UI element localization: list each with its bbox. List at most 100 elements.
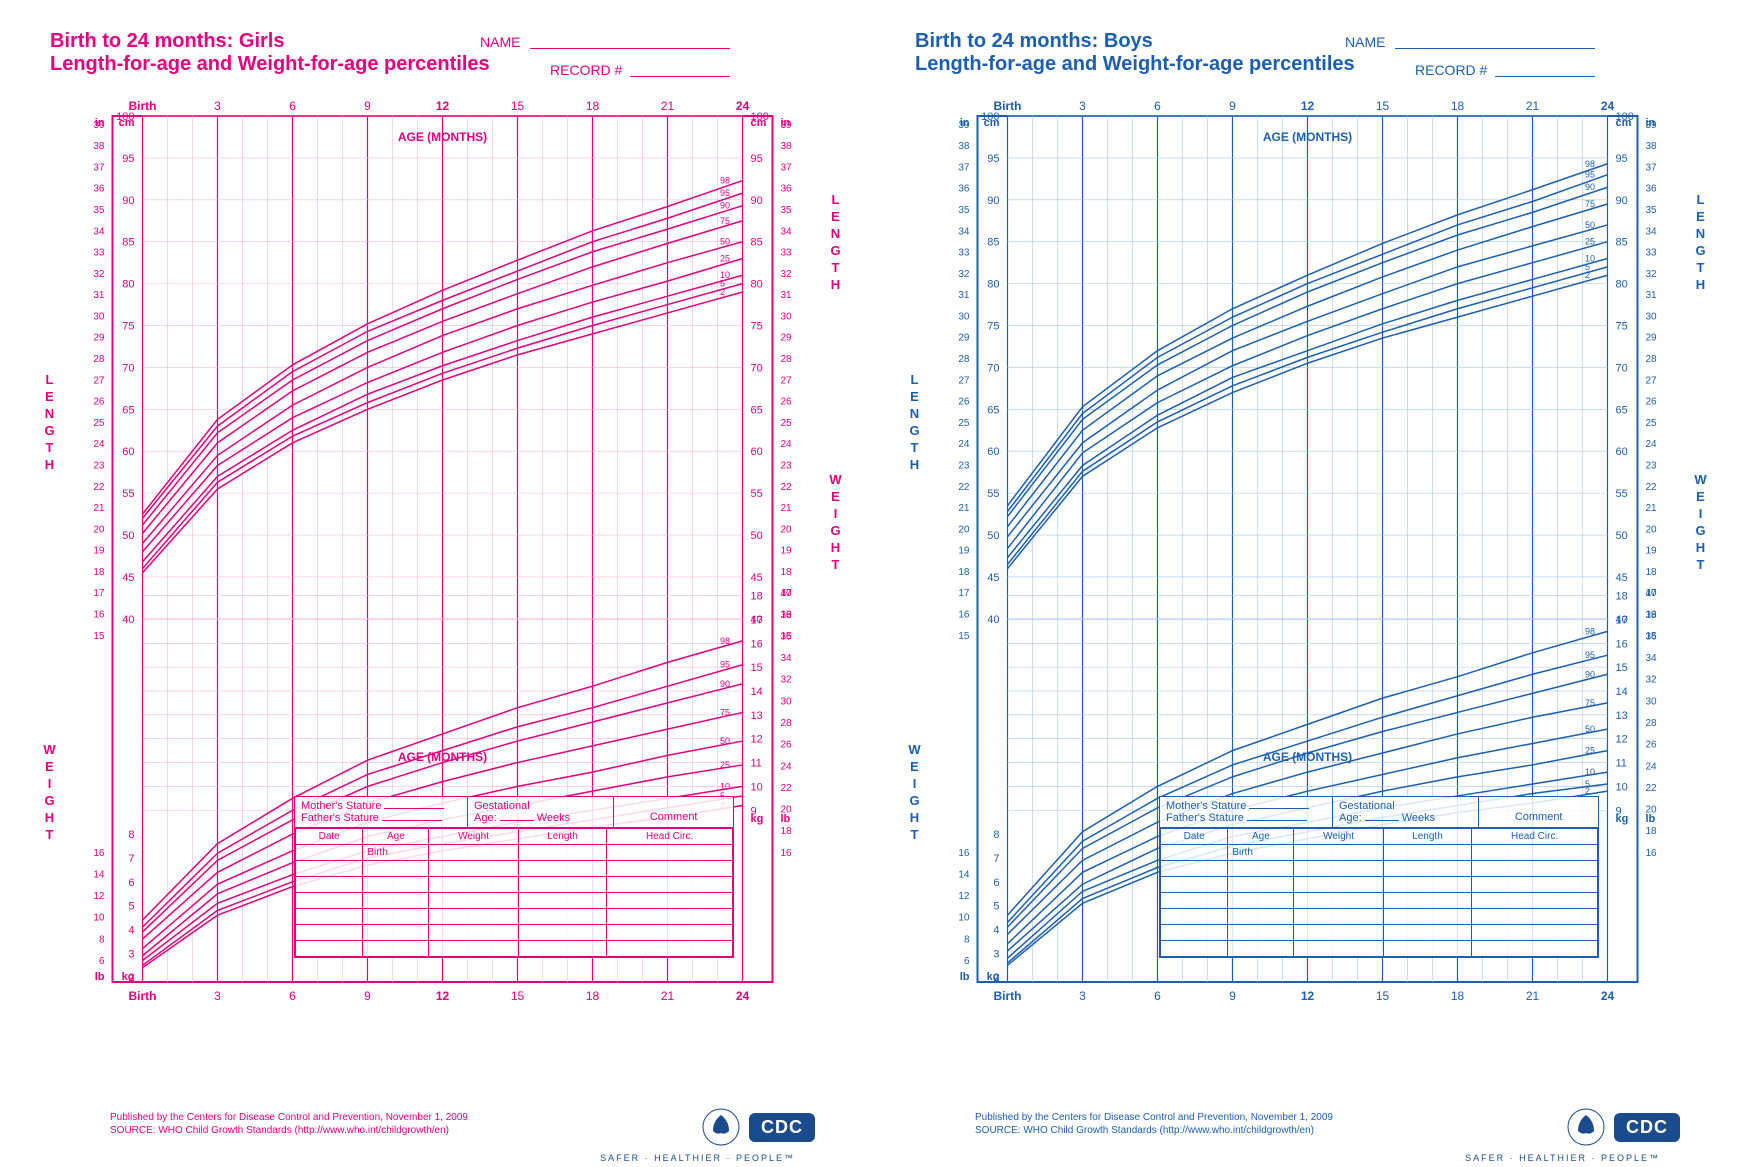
table-cell[interactable] (1472, 925, 1598, 941)
svg-text:30: 30 (1646, 696, 1658, 707)
age-label-upper: AGE (MONTHS) (398, 130, 487, 144)
table-cell[interactable] (1228, 861, 1294, 877)
svg-text:kg: kg (1616, 813, 1629, 825)
svg-text:75: 75 (751, 321, 763, 333)
weight-label-left: WEIGHT (42, 742, 57, 844)
table-cell[interactable] (1472, 909, 1598, 925)
table-cell[interactable] (1383, 925, 1472, 941)
chart-footer: Published by the Centers for Disease Con… (110, 1111, 835, 1137)
table-cell[interactable] (296, 909, 363, 925)
table-cell[interactable] (429, 909, 518, 925)
gestational-label: Gestational (1339, 800, 1472, 812)
svg-text:21: 21 (661, 99, 675, 113)
svg-text:75: 75 (987, 321, 999, 333)
table-cell[interactable] (1161, 925, 1228, 941)
table-cell[interactable] (363, 925, 429, 941)
table-cell[interactable] (1472, 861, 1598, 877)
svg-text:14: 14 (958, 869, 970, 880)
table-cell[interactable] (1472, 941, 1598, 957)
table-cell[interactable] (1161, 861, 1228, 877)
cdc-tagline: SAFER · HEALTHIER · PEOPLE™ (1465, 1153, 1660, 1163)
table-cell[interactable] (1383, 861, 1472, 877)
table-cell[interactable] (1294, 925, 1383, 941)
svg-text:22: 22 (781, 482, 793, 493)
table-cell[interactable] (607, 861, 733, 877)
svg-text:13: 13 (751, 710, 763, 722)
table-header: Length (518, 829, 607, 845)
table-cell[interactable] (429, 925, 518, 941)
table-cell[interactable] (518, 861, 607, 877)
table-cell[interactable] (296, 893, 363, 909)
record-input-line[interactable] (1495, 76, 1595, 77)
table-cell[interactable] (1383, 877, 1472, 893)
table-cell[interactable] (1161, 941, 1228, 957)
table-cell[interactable] (1383, 909, 1472, 925)
svg-text:lb: lb (95, 971, 105, 983)
table-cell[interactable] (363, 941, 429, 957)
table-cell[interactable] (518, 893, 607, 909)
table-cell[interactable] (1228, 941, 1294, 957)
table-cell[interactable] (363, 861, 429, 877)
data-entry-box[interactable]: Mother's Stature Father's Stature Gestat… (294, 796, 734, 958)
table-cell[interactable] (1228, 909, 1294, 925)
table-cell[interactable] (1228, 893, 1294, 909)
table-cell[interactable] (1294, 877, 1383, 893)
svg-text:30: 30 (1646, 311, 1658, 322)
table-cell[interactable] (429, 941, 518, 957)
name-input-line[interactable] (1395, 48, 1595, 49)
table-cell[interactable] (518, 941, 607, 957)
svg-text:9: 9 (364, 99, 371, 113)
table-cell[interactable] (363, 877, 429, 893)
table-cell[interactable] (296, 861, 363, 877)
svg-text:45: 45 (987, 572, 999, 584)
table-cell[interactable] (296, 941, 363, 957)
table-cell[interactable] (518, 909, 607, 925)
table-cell[interactable] (363, 893, 429, 909)
table-cell[interactable] (1161, 893, 1228, 909)
table-cell[interactable] (363, 909, 429, 925)
table-cell[interactable] (1228, 925, 1294, 941)
table-cell[interactable] (296, 925, 363, 941)
data-entry-box[interactable]: Mother's Stature Father's Stature Gestat… (1159, 796, 1599, 958)
table-cell[interactable] (607, 941, 733, 957)
svg-text:cm: cm (984, 117, 1000, 129)
table-cell[interactable] (429, 861, 518, 877)
svg-text:15: 15 (751, 662, 763, 674)
svg-text:25: 25 (958, 418, 970, 429)
table-cell[interactable] (1294, 861, 1383, 877)
data-entry-table[interactable]: DateAgeWeightLengthHead Circ. Birth (295, 828, 733, 957)
table-cell[interactable] (1472, 893, 1598, 909)
table-cell[interactable] (429, 893, 518, 909)
svg-text:36: 36 (1646, 184, 1658, 195)
table-cell[interactable] (1383, 941, 1472, 957)
table-cell[interactable] (1383, 893, 1472, 909)
name-input-line[interactable] (530, 48, 730, 49)
svg-text:4: 4 (993, 925, 999, 937)
table-cell[interactable] (518, 877, 607, 893)
table-cell[interactable] (1294, 893, 1383, 909)
svg-text:14: 14 (751, 686, 763, 698)
svg-text:95: 95 (720, 660, 730, 670)
table-cell[interactable] (607, 893, 733, 909)
table-cell[interactable] (518, 925, 607, 941)
svg-text:6: 6 (289, 99, 296, 113)
table-cell[interactable] (607, 909, 733, 925)
table-cell[interactable] (296, 877, 363, 893)
svg-text:lb: lb (960, 971, 970, 983)
table-cell[interactable] (607, 877, 733, 893)
svg-text:36: 36 (93, 184, 105, 195)
record-input-line[interactable] (630, 76, 730, 77)
svg-text:30: 30 (93, 311, 105, 322)
table-cell[interactable] (1161, 909, 1228, 925)
table-cell[interactable] (1161, 877, 1228, 893)
table-cell[interactable] (607, 925, 733, 941)
table-cell[interactable] (1294, 941, 1383, 957)
svg-text:21: 21 (1526, 989, 1540, 1003)
svg-text:25: 25 (781, 418, 793, 429)
length-label-left: LENGTH (907, 372, 922, 474)
table-cell[interactable] (1472, 877, 1598, 893)
table-cell[interactable] (429, 877, 518, 893)
table-cell[interactable] (1294, 909, 1383, 925)
data-entry-table[interactable]: DateAgeWeightLengthHead Circ. Birth (1160, 828, 1598, 957)
table-cell[interactable] (1228, 877, 1294, 893)
